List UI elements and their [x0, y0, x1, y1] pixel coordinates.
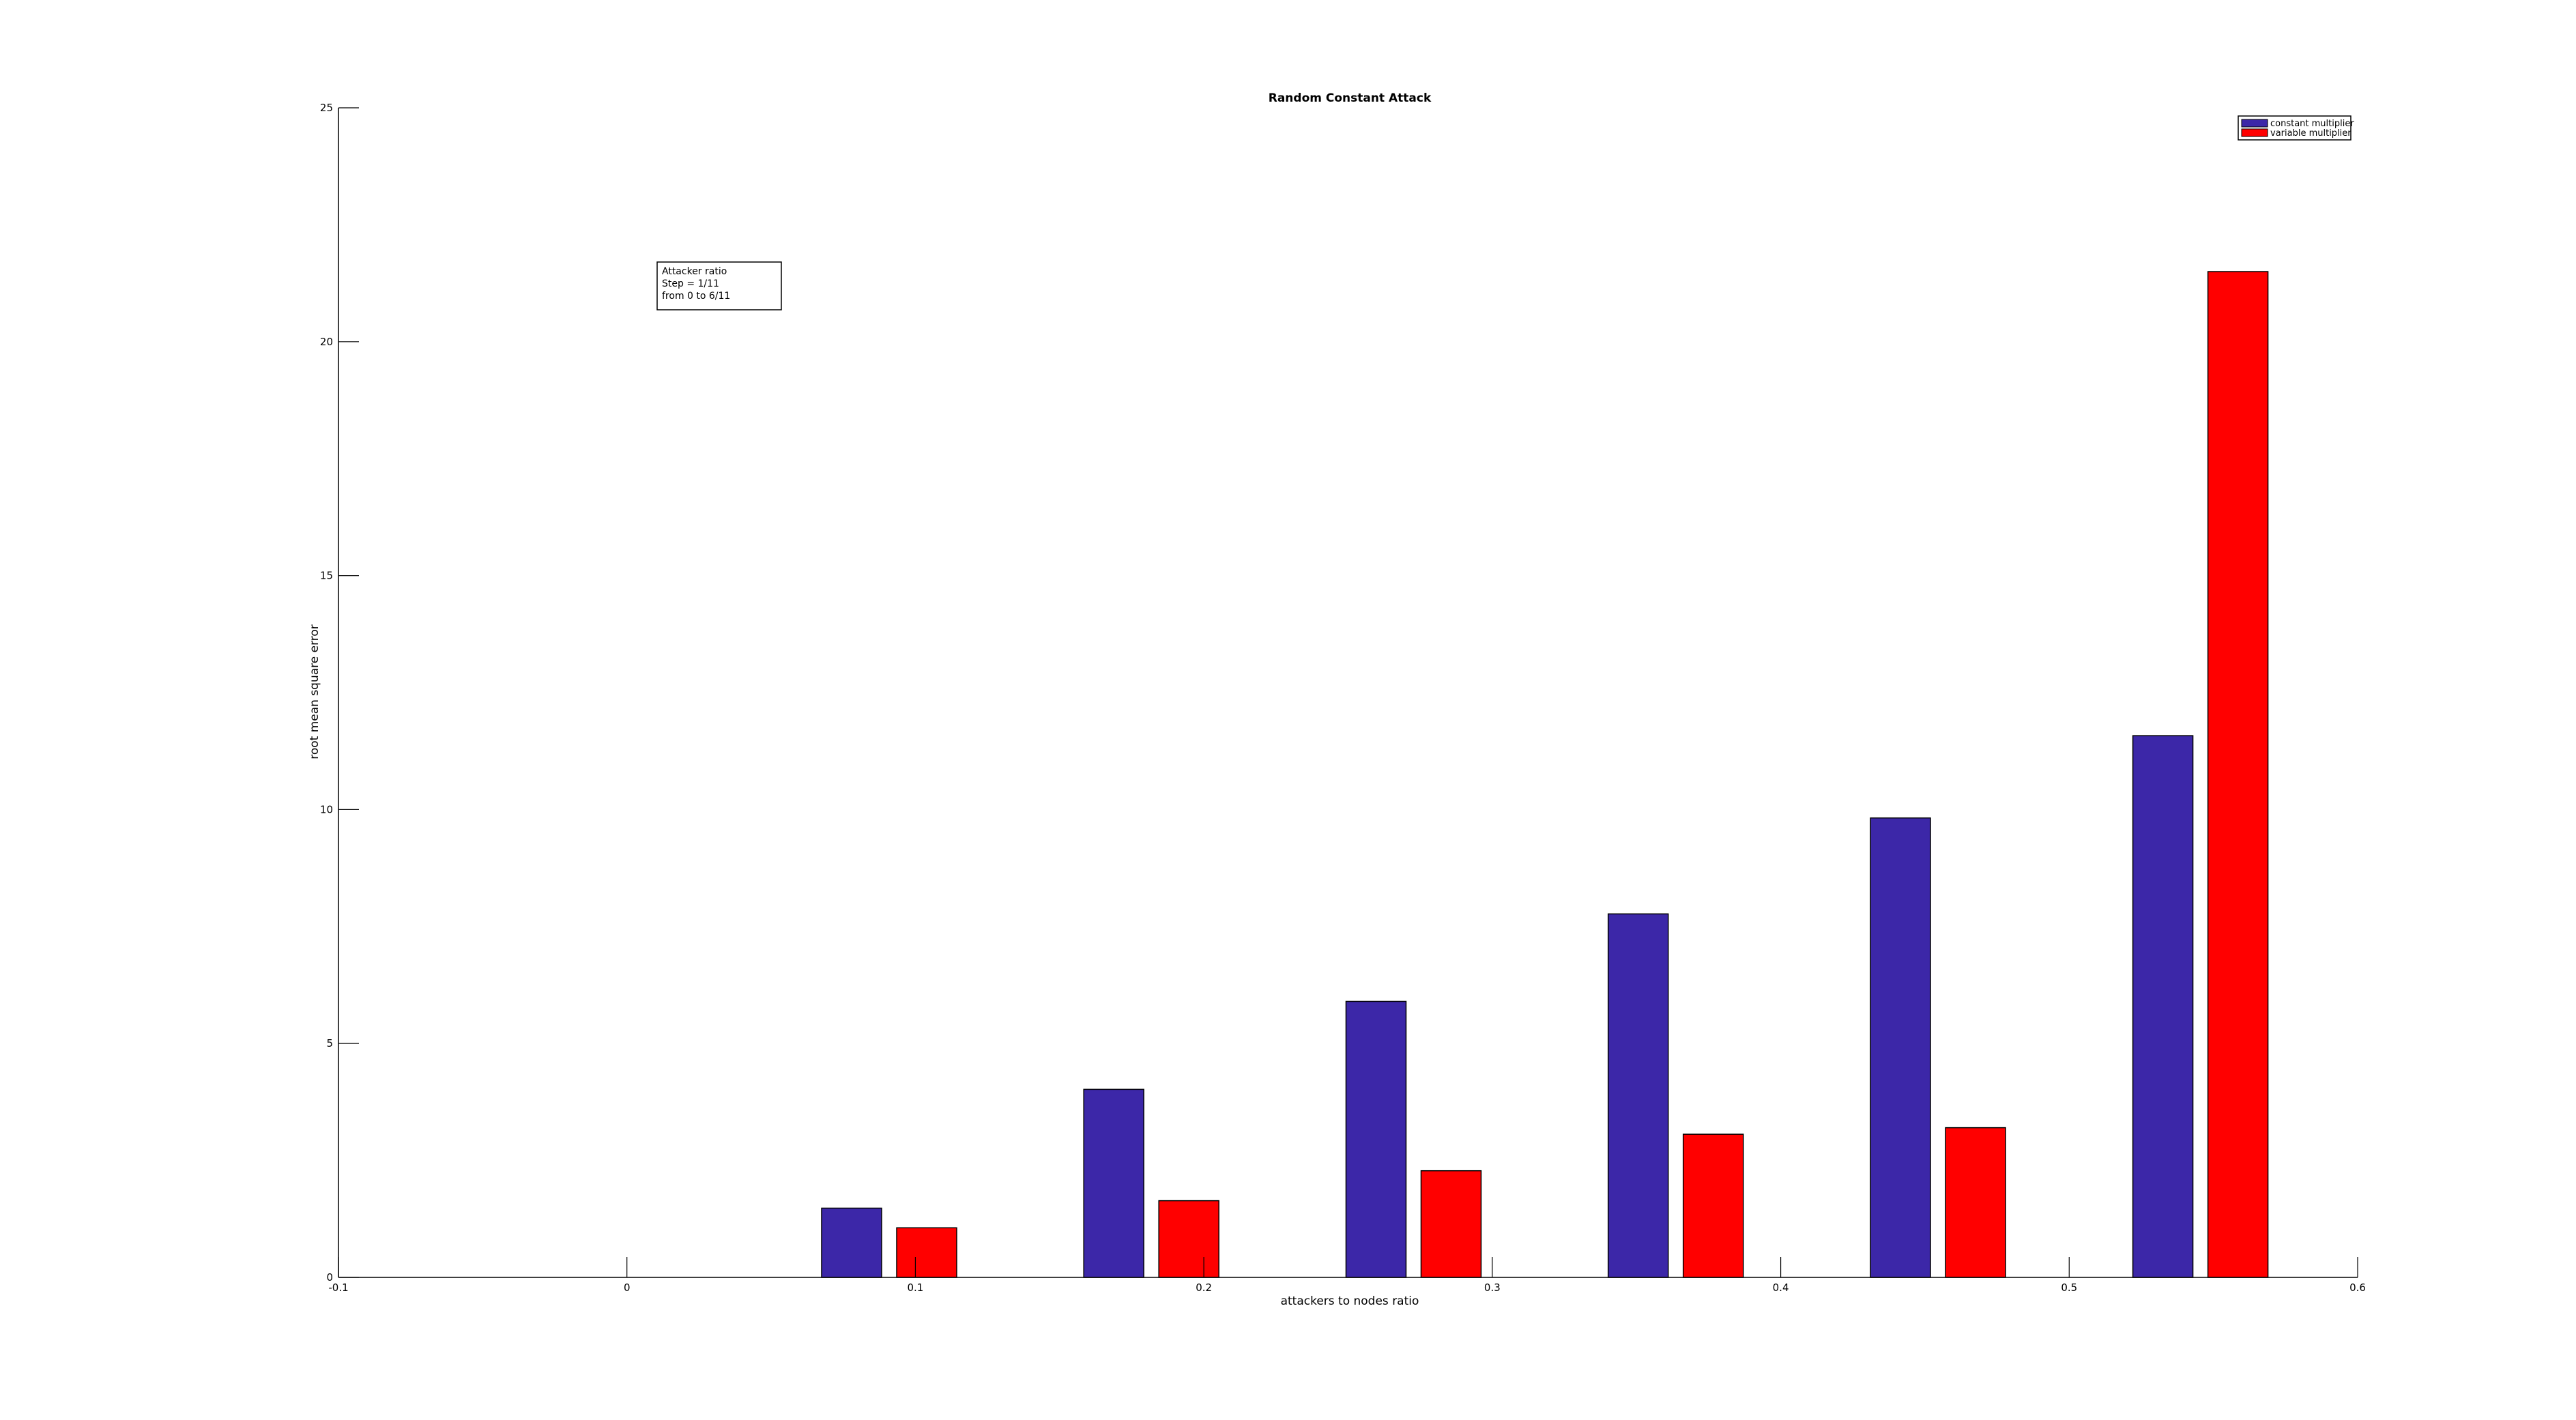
chart-title: Random Constant Attack: [1269, 91, 1432, 105]
annotation-border: [656, 261, 782, 310]
bar-variable-2: [1158, 1200, 1219, 1278]
x-tick-label-7: 0.6: [2349, 1281, 2366, 1294]
x-tick-label-0: -0.1: [328, 1281, 348, 1294]
y-axis-label: root mean square error: [308, 624, 321, 759]
bar-constant-3: [1345, 1000, 1407, 1278]
bar-variable-3: [1420, 1170, 1482, 1278]
x-tick-label-6: 0.5: [2061, 1281, 2077, 1294]
bar-variable-6: [2207, 271, 2269, 1278]
x-tick-label-3: 0.2: [1196, 1281, 1212, 1294]
y-tick-label-1: 5: [326, 1037, 333, 1049]
bar-variable-5: [1945, 1127, 2006, 1278]
legend-label-variable: variable multiplier: [2270, 128, 2351, 139]
y-tick-label-3: 15: [320, 570, 333, 582]
annotation-line-3: from 0 to 6/11: [662, 291, 730, 302]
x-tick-label-2: 0.1: [907, 1281, 923, 1294]
bar-constant-6: [2132, 735, 2194, 1278]
annotation-line-2: Step = 1/11: [662, 278, 719, 289]
legend-swatch-variable: [2241, 128, 2268, 137]
bars-layer: [821, 271, 2269, 1278]
x-tick-label-5: 0.4: [1773, 1281, 1789, 1294]
annotation-line-1: Attacker ratio: [662, 266, 727, 277]
x-tick-label-1: 0: [624, 1281, 631, 1294]
legend-swatch-constant: [2241, 119, 2268, 128]
x-tick-label-4: 0.3: [1484, 1281, 1501, 1294]
annotation-box: Attacker ratio Step = 1/11 from 0 to 6/1…: [656, 261, 782, 310]
legend: constant multiplier variable multiplier: [2238, 115, 2354, 141]
bar-constant-2: [1083, 1088, 1144, 1278]
bar-constant-1: [821, 1207, 882, 1278]
y-tick-label-4: 20: [320, 336, 333, 348]
y-tick-label-2: 10: [320, 803, 333, 815]
axes-layer: [338, 108, 2358, 1278]
bar-variable-1: [896, 1227, 957, 1278]
legend-label-constant: constant multiplier: [2270, 119, 2354, 129]
y-tick-label-0: 0: [326, 1271, 333, 1284]
x-axis-label: attackers to nodes ratio: [1281, 1294, 1419, 1308]
bar-constant-4: [1607, 913, 1669, 1278]
y-tick-label-5: 25: [320, 102, 333, 114]
bar-variable-4: [1682, 1133, 1744, 1278]
bar-constant-5: [1870, 817, 1931, 1278]
